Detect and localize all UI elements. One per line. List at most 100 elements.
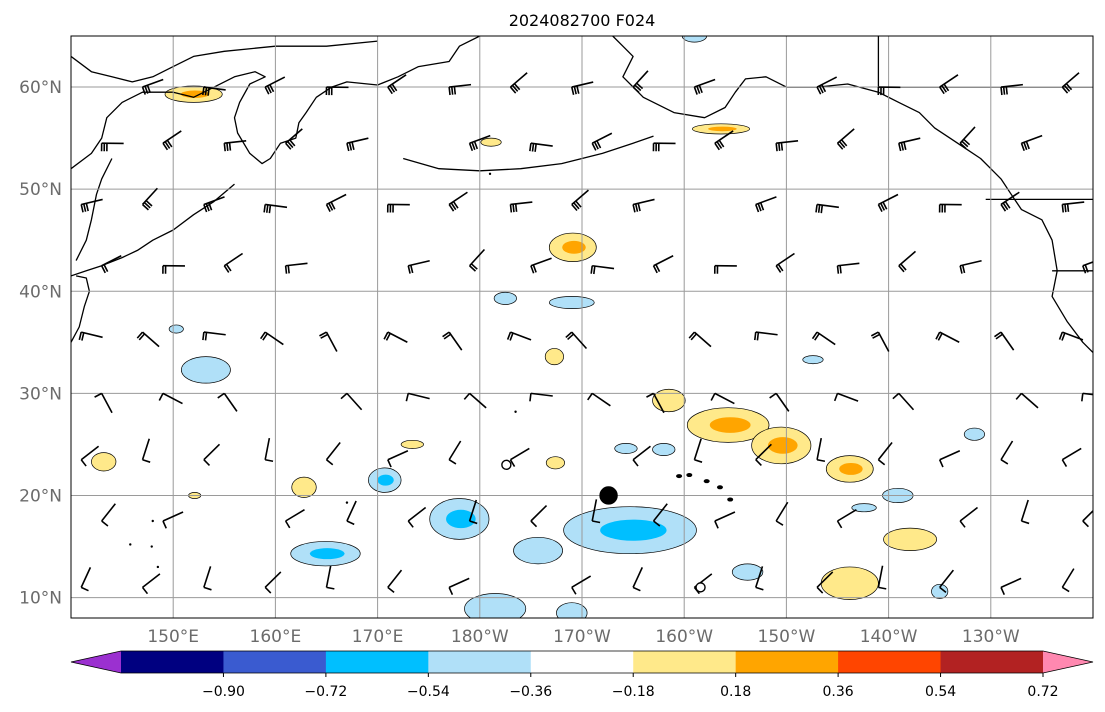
- wind-barb-flag: [943, 83, 950, 92]
- wind-barb-staff: [142, 78, 164, 88]
- wind-barb-staff: [141, 187, 158, 206]
- wind-barb-staff: [755, 196, 777, 206]
- wind-barb-flag: [698, 84, 703, 94]
- wind-barb-flag: [83, 203, 87, 212]
- wind-barb-staff: [264, 571, 282, 588]
- latitude-label: 20°N: [19, 486, 62, 506]
- wind-barb-flag: [203, 459, 211, 466]
- wind-barb-staff: [1000, 331, 1015, 351]
- wind-barb-flag: [565, 331, 573, 339]
- wind-barb-flag: [714, 142, 720, 151]
- wind-barb-flag: [319, 331, 327, 337]
- wind-barb-staff: [264, 331, 284, 346]
- wind-barb-staff: [387, 74, 407, 88]
- wind-barbs: [78, 70, 1093, 595]
- wind-barb-flag: [265, 458, 274, 463]
- wind-barb-flag: [759, 202, 765, 211]
- negative-contour-core: [309, 548, 345, 560]
- wind-barb-staff: [755, 443, 772, 461]
- wind-barb-flag: [882, 201, 888, 210]
- wind-barb-staff: [591, 499, 598, 522]
- wind-barb-flag: [265, 204, 269, 213]
- wind-barb-staff: [816, 571, 834, 588]
- wind-barb-staff: [141, 438, 151, 460]
- wind-barb-staff: [877, 331, 890, 352]
- hawaii-island: [716, 485, 723, 490]
- coastline-aleutians: [403, 135, 654, 172]
- positive-contour: [291, 476, 317, 498]
- wind-barb-flag: [268, 205, 272, 214]
- wind-barb-staff: [939, 331, 960, 343]
- wind-barb-flag: [816, 586, 824, 594]
- wind-barb-flag: [202, 86, 205, 96]
- wind-barb-flag: [203, 586, 212, 591]
- positive-contour: [91, 452, 117, 472]
- hawaii-island: [727, 497, 734, 502]
- wind-barb-flag: [756, 332, 760, 341]
- wind-barb-flag: [1000, 86, 1003, 96]
- wind-barb-flag: [80, 459, 87, 467]
- wind-barb-staff: [142, 331, 160, 348]
- wind-barb-flag: [146, 84, 151, 94]
- wind-barb-flag: [877, 459, 886, 466]
- colorbar-segment: [325, 651, 429, 673]
- wind-barb-flag: [573, 202, 580, 210]
- positive-contour-core: [709, 417, 751, 433]
- wind-barb-flag: [1002, 202, 1009, 211]
- wind-barb-staff: [162, 130, 182, 144]
- colorbar-segment: [223, 651, 327, 673]
- latitude-label: 60°N: [19, 78, 62, 98]
- wind-barb-staff: [632, 198, 655, 206]
- wind-barb-flag: [903, 141, 907, 150]
- wind-barb-flag: [994, 331, 1002, 338]
- wind-barb-flag: [289, 139, 296, 147]
- wind-barb-staff: [1021, 134, 1043, 144]
- small-island: [514, 410, 517, 413]
- wind-barb-staff: [816, 203, 839, 209]
- wind-barb-flag: [450, 86, 454, 95]
- contour-fills: [91, 36, 986, 618]
- coastline-japan: [71, 275, 91, 343]
- positive-contour-core: [708, 126, 737, 132]
- wind-barb-staff: [754, 566, 764, 588]
- wind-barb-staff: [939, 74, 959, 88]
- wind-barb-staff: [592, 264, 615, 270]
- wind-barb-flag: [287, 265, 290, 274]
- wind-barb-staff: [653, 255, 674, 267]
- negative-contour: [493, 291, 517, 305]
- wind-barb-flag: [162, 520, 167, 529]
- small-island: [156, 565, 160, 569]
- wind-barb-flag: [385, 332, 391, 341]
- wind-barb-flag: [716, 141, 723, 149]
- wind-barb-staff: [571, 81, 594, 88]
- wind-barb-flag: [816, 458, 826, 463]
- wind-barb-staff: [959, 126, 976, 144]
- positive-contour: [545, 456, 565, 470]
- negative-contour: [963, 427, 986, 441]
- colorbar-tick-label: −0.36: [509, 684, 552, 700]
- wind-barb-flag: [634, 203, 639, 212]
- wind-barb-flag: [101, 520, 109, 527]
- wind-barb-staff: [898, 392, 915, 411]
- wind-barb-flag: [838, 140, 846, 149]
- wind-barb-staff: [81, 198, 103, 206]
- wind-barb-flag: [208, 202, 213, 211]
- wind-barb-flag: [389, 85, 396, 93]
- longitude-label: 130°W: [962, 627, 1020, 647]
- wind-barb-staff: [837, 262, 860, 267]
- wind-barb-flag: [1000, 459, 1009, 465]
- longitude-label: 150°W: [758, 627, 816, 647]
- wind-barb-flag: [959, 142, 967, 150]
- wind-barb-staff: [571, 189, 589, 206]
- colorbar-segment: [530, 651, 634, 673]
- longitude-label: 140°W: [860, 627, 918, 647]
- colorbar-segment: [940, 651, 1044, 673]
- wind-barb-flag: [532, 264, 537, 273]
- wind-barb-staff: [468, 248, 486, 267]
- wind-barb-flag: [264, 586, 272, 594]
- positive-contour: [480, 137, 502, 147]
- wind-barb-flag: [284, 520, 291, 529]
- wind-barb-flag: [143, 201, 151, 209]
- wind-barb-staff: [652, 392, 665, 414]
- wind-barb-staff: [449, 83, 472, 88]
